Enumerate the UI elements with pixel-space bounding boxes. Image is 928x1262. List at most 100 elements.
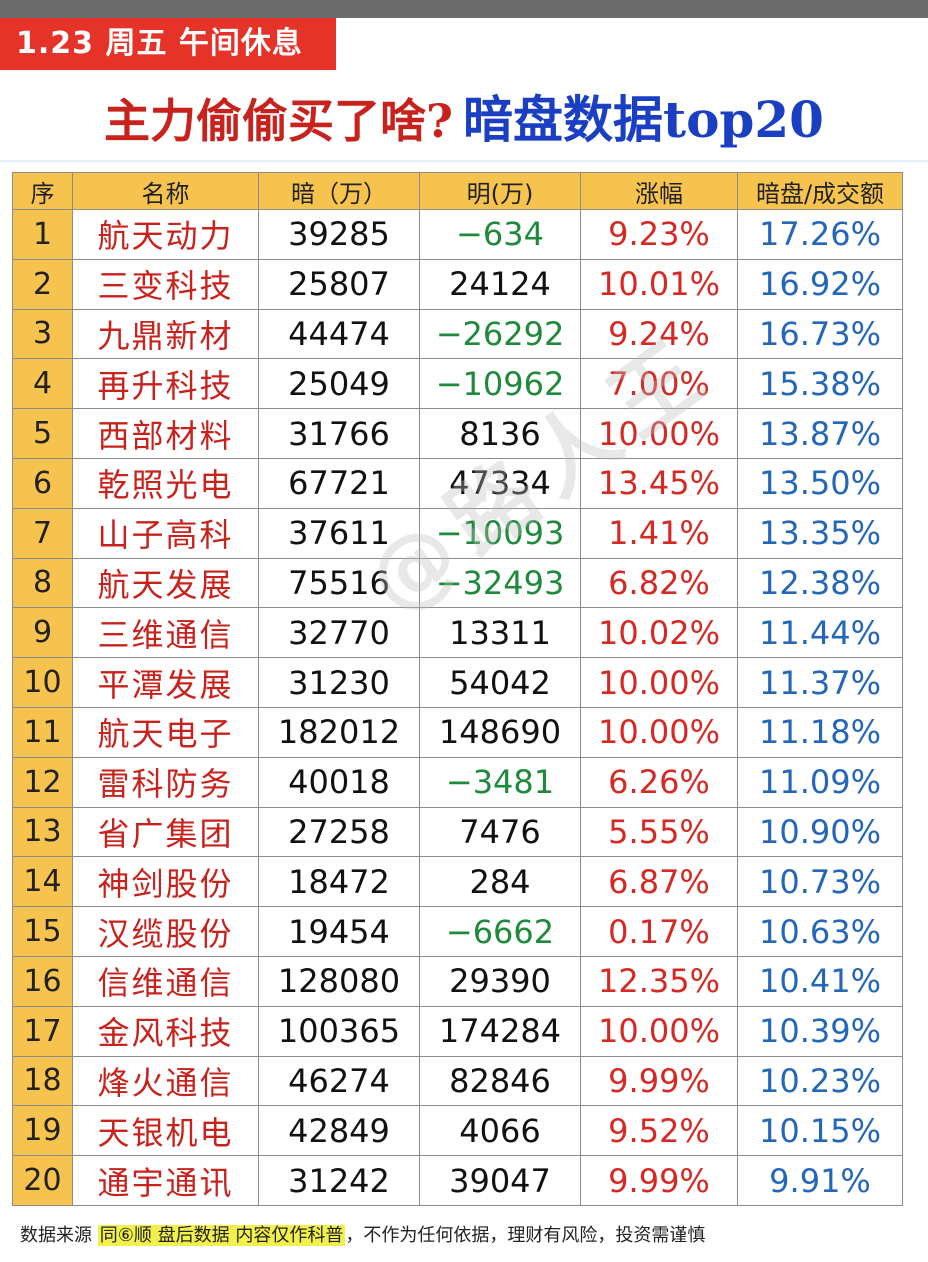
cell-open-amount: 47334: [419, 457, 581, 509]
cell-ratio: 11.09%: [737, 756, 903, 808]
cell-stock-name: 三维通信: [72, 607, 259, 659]
cell-dark-amount: 37611: [258, 507, 420, 559]
cell-ratio: 10.73%: [737, 856, 903, 908]
table-row: 17 金风科技 100365 174284 10.00% 10.39%: [12, 1005, 903, 1057]
col-header-name: 名称: [72, 172, 259, 210]
title-blue: 暗盘数据top20: [462, 90, 824, 149]
title-divider: [0, 160, 928, 162]
cell-stock-name: 雷科防务: [72, 756, 259, 808]
table-row: 2 三变科技 25807 24124 10.01% 16.92%: [12, 258, 903, 310]
cell-ratio: 10.63%: [737, 906, 903, 957]
cell-index: 7: [12, 507, 73, 559]
cell-stock-name: 汉缆股份: [72, 906, 259, 957]
cell-open-amount: 39047: [419, 1155, 581, 1206]
cell-change: 10.00%: [580, 408, 738, 459]
cell-stock-name: 航天动力: [72, 209, 259, 260]
cell-dark-amount: 31230: [258, 657, 420, 708]
cell-index: 13: [12, 806, 73, 858]
cell-ratio: 10.90%: [737, 806, 903, 858]
cell-change: 9.24%: [580, 308, 738, 360]
table-row: 8 航天发展 75516 −32493 6.82% 12.38%: [12, 557, 903, 609]
cell-index: 5: [12, 408, 73, 459]
footer-suffix: ，不作为任何依据，理财有风险，投资需谨慎: [345, 1225, 706, 1246]
cell-dark-amount: 25049: [258, 358, 420, 410]
cell-ratio: 15.38%: [737, 358, 903, 410]
cell-dark-amount: 46274: [258, 1055, 420, 1107]
cell-open-amount: −10093: [419, 507, 581, 559]
cell-change: 9.99%: [580, 1055, 738, 1107]
cell-index: 14: [12, 856, 73, 908]
cell-index: 9: [12, 607, 73, 659]
cell-ratio: 10.39%: [737, 1005, 903, 1057]
table-row: 1 航天动力 39285 −634 9.23% 17.26%: [12, 209, 903, 260]
cell-open-amount: 284: [419, 856, 581, 908]
cell-dark-amount: 182012: [258, 706, 420, 758]
cell-open-amount: −634: [419, 209, 581, 260]
data-table: 序 名称 暗（万） 明(万) 涨幅 暗盘/成交额 1 航天动力 39285 −634 9…: [12, 172, 903, 1206]
cell-stock-name: 西部材料: [72, 408, 259, 459]
col-header-open: 明(万): [419, 172, 581, 210]
cell-dark-amount: 75516: [258, 557, 420, 609]
table-row: 4 再升科技 25049 −10962 7.00% 15.38%: [12, 358, 903, 410]
page-title: 主力偷偷买了啥? 暗盘数据top20: [0, 78, 928, 162]
cell-dark-amount: 19454: [258, 906, 420, 957]
table-row: 11 航天电子 182012 148690 10.00% 11.18%: [12, 706, 903, 758]
cell-ratio: 9.91%: [737, 1155, 903, 1206]
table-row: 19 天银机电 42849 4066 9.52% 10.15%: [12, 1105, 903, 1157]
cell-index: 2: [12, 258, 73, 310]
cell-index: 15: [12, 906, 73, 957]
cell-ratio: 10.23%: [737, 1055, 903, 1107]
cell-open-amount: 24124: [419, 258, 581, 310]
cell-index: 12: [12, 756, 73, 808]
cell-stock-name: 九鼎新材: [72, 308, 259, 360]
cell-ratio: 11.37%: [737, 657, 903, 708]
footer-disclaimer: 数据来源 同⑥顺 盘后数据 内容仅作科普 ，不作为任何依据，理财有风险，投资需谨慎: [20, 1219, 705, 1253]
cell-stock-name: 平潭发展: [72, 657, 259, 708]
cell-index: 19: [12, 1105, 73, 1157]
footer-prefix: 数据来源: [20, 1225, 98, 1246]
cell-dark-amount: 31242: [258, 1155, 420, 1206]
table-row: 15 汉缆股份 19454 −6662 0.17% 10.63%: [12, 906, 903, 957]
cell-open-amount: 8136: [419, 408, 581, 459]
table-row: 16 信维通信 128080 29390 12.35% 10.41%: [12, 955, 903, 1007]
cell-open-amount: 7476: [419, 806, 581, 858]
cell-index: 6: [12, 457, 73, 509]
cell-ratio: 12.38%: [737, 557, 903, 609]
table-header-row: 序 名称 暗（万） 明(万) 涨幅 暗盘/成交额: [12, 172, 903, 210]
cell-index: 16: [12, 955, 73, 1007]
cell-open-amount: 29390: [419, 955, 581, 1007]
cell-index: 20: [12, 1155, 73, 1206]
table-row: 12 雷科防务 40018 −3481 6.26% 11.09%: [12, 756, 903, 808]
cell-dark-amount: 27258: [258, 806, 420, 858]
cell-stock-name: 信维通信: [72, 955, 259, 1007]
cell-change: 7.00%: [580, 358, 738, 410]
cell-index: 1: [12, 209, 73, 260]
cell-change: 13.45%: [580, 457, 738, 509]
cell-open-amount: 54042: [419, 657, 581, 708]
table-row: 20 通宇通讯 31242 39047 9.99% 9.91%: [12, 1155, 903, 1206]
table-row: 3 九鼎新材 44474 −26292 9.24% 16.73%: [12, 308, 903, 360]
cell-ratio: 16.92%: [737, 258, 903, 310]
cell-change: 1.41%: [580, 507, 738, 559]
cell-dark-amount: 32770: [258, 607, 420, 659]
cell-dark-amount: 100365: [258, 1005, 420, 1057]
cell-open-amount: 82846: [419, 1055, 581, 1107]
cell-change: 10.00%: [580, 1005, 738, 1057]
cell-dark-amount: 25807: [258, 258, 420, 310]
cell-open-amount: −3481: [419, 756, 581, 808]
cell-stock-name: 金风科技: [72, 1005, 259, 1057]
cell-open-amount: 13311: [419, 607, 581, 659]
cell-ratio: 10.41%: [737, 955, 903, 1007]
cell-ratio: 10.15%: [737, 1105, 903, 1157]
cell-index: 10: [12, 657, 73, 708]
cell-change: 10.01%: [580, 258, 738, 310]
cell-ratio: 11.44%: [737, 607, 903, 659]
cell-stock-name: 再升科技: [72, 358, 259, 410]
col-header-dark: 暗（万）: [258, 172, 420, 210]
cell-change: 10.00%: [580, 657, 738, 708]
cell-ratio: 13.35%: [737, 507, 903, 559]
cell-ratio: 16.73%: [737, 308, 903, 360]
cell-change: 0.17%: [580, 906, 738, 957]
cell-open-amount: −6662: [419, 906, 581, 957]
cell-dark-amount: 40018: [258, 756, 420, 808]
